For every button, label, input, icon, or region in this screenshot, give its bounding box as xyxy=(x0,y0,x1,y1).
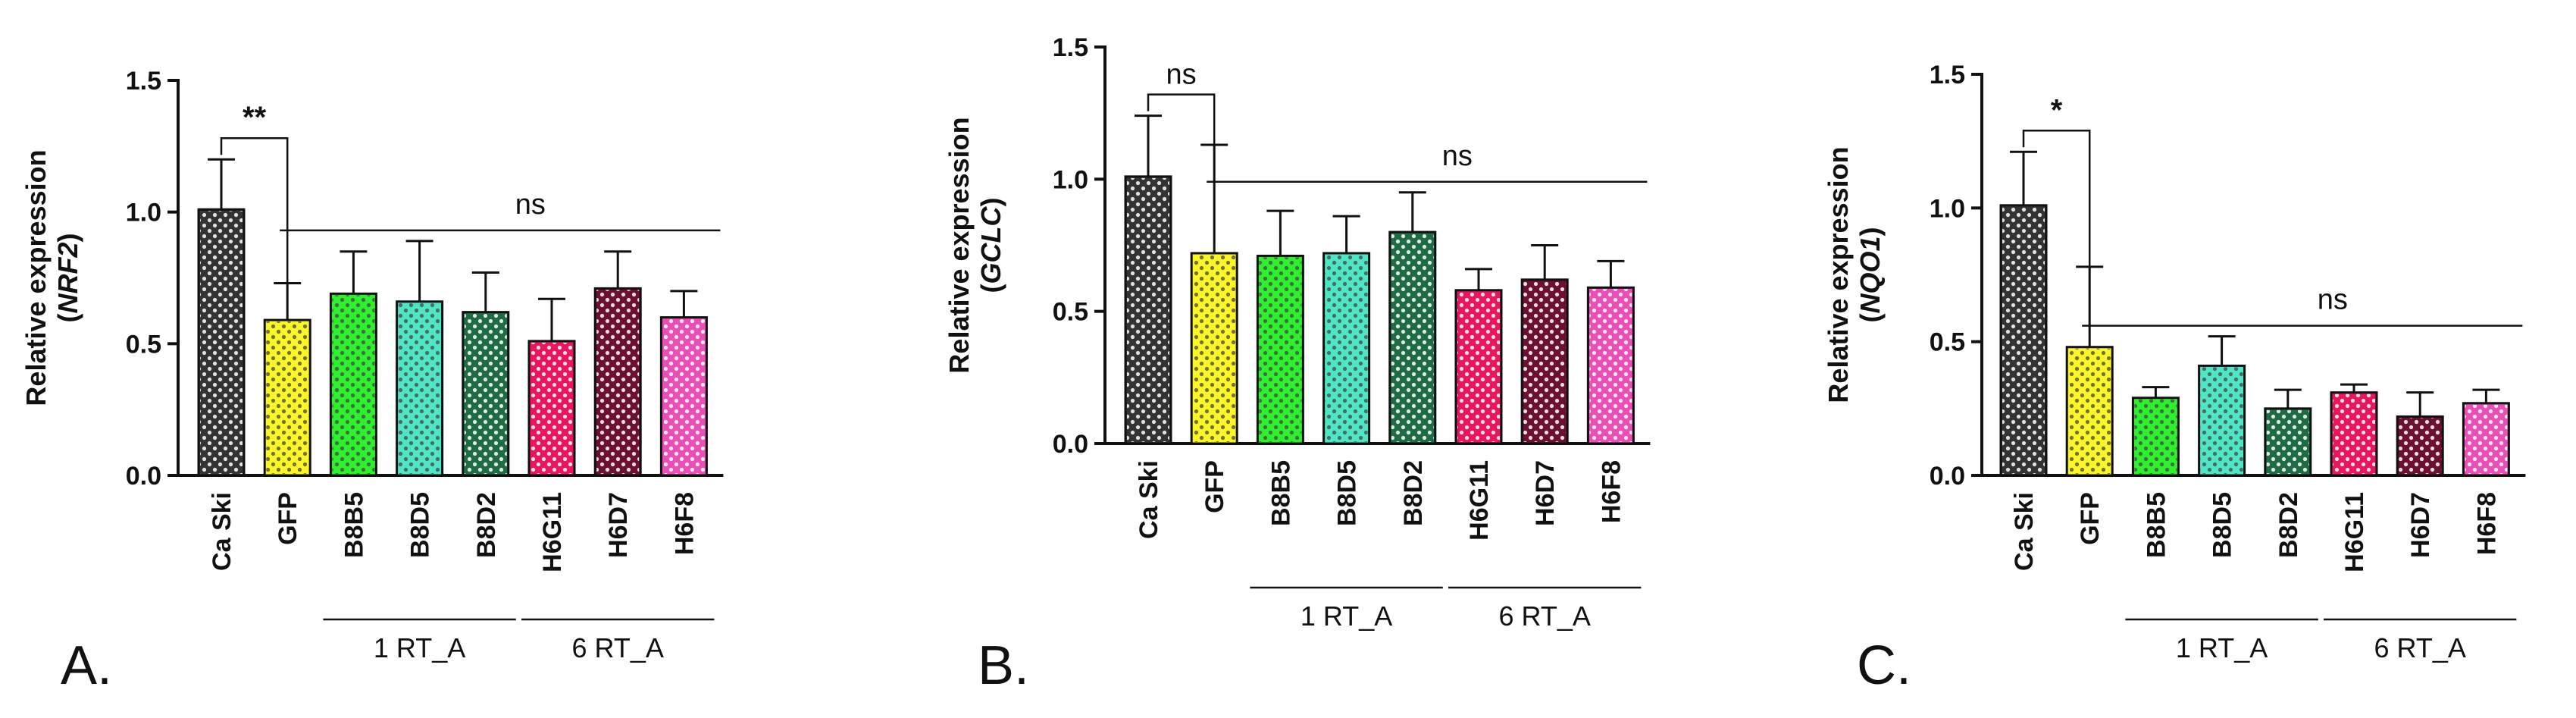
category-label: B8D5 xyxy=(2208,492,2237,558)
category-label: B8B5 xyxy=(340,492,368,558)
category-label: GFP xyxy=(2076,492,2105,545)
category-label: Ca Ski xyxy=(2010,492,2039,571)
bar-dots xyxy=(2068,348,2111,474)
category-label: H6F8 xyxy=(670,492,699,555)
category-label: B8D5 xyxy=(406,492,435,558)
significance-label: * xyxy=(2051,93,2063,127)
y-tick-label: 0.5 xyxy=(1930,328,1965,357)
panel-label: C. xyxy=(1857,635,1911,696)
category-label: H6G11 xyxy=(2340,492,2369,572)
category-label: H6F8 xyxy=(1597,460,1626,523)
panel-a: 0.0 0.5 1.0 1.5 Relative expression (NRF2) Ca … xyxy=(20,67,724,696)
bar-dots xyxy=(1589,289,1632,442)
bar-dots xyxy=(2200,367,2243,474)
y-tick-label: 1.0 xyxy=(1053,165,1088,194)
bar-dots xyxy=(2134,399,2177,474)
y-tick-label: 1.5 xyxy=(1053,33,1088,62)
category-label: B8D2 xyxy=(1399,460,1428,526)
y-tick-label: 0.0 xyxy=(126,462,161,491)
category-label: B8D5 xyxy=(1333,460,1362,526)
bar-dots xyxy=(1127,177,1169,442)
bar-dots xyxy=(2333,393,2375,474)
bar-dots xyxy=(464,313,507,474)
bar-dots xyxy=(531,342,573,474)
category-label: B8B5 xyxy=(1266,460,1295,526)
bar-dots xyxy=(1523,281,1567,442)
y-tick-label: 0.0 xyxy=(1053,430,1088,459)
bar-dots xyxy=(332,295,375,474)
category-label: H6D7 xyxy=(2406,492,2435,558)
significance-label: ** xyxy=(243,101,267,134)
panel-c: 0.0 0.5 1.0 1.5 Relative expression (NQO1) Ca … xyxy=(1823,61,2526,696)
category-label: B8D2 xyxy=(472,492,501,558)
significance-label: ns xyxy=(1166,59,1197,91)
y-axis-gene-label: (GCLC) xyxy=(975,198,1006,293)
bar-dots xyxy=(1391,234,1434,442)
bar-dots xyxy=(1457,291,1500,442)
bar-dots xyxy=(1193,254,1236,442)
significance-label: ns xyxy=(515,189,546,221)
y-axis-label: Relative expression xyxy=(944,117,975,373)
bar-dots xyxy=(200,211,243,474)
y-tick-label: 1.5 xyxy=(1930,61,1965,89)
bar-dots xyxy=(266,321,309,474)
category-label: B8B5 xyxy=(2142,492,2171,558)
significance-bracket xyxy=(220,136,289,307)
category-label: GFP xyxy=(1200,460,1229,513)
panel-label: A. xyxy=(61,635,112,696)
category-label: H6F8 xyxy=(2472,492,2501,555)
y-axis-gene-label: (NQO1) xyxy=(1855,227,1886,322)
y-axis-label: Relative expression xyxy=(1823,146,1854,403)
group-label: 1 RT_A xyxy=(1301,600,1392,632)
y-tick-label: 0.0 xyxy=(1930,462,1965,491)
category-label: H6D7 xyxy=(1531,460,1560,526)
bar-dots xyxy=(1259,257,1302,442)
significance-bracket xyxy=(1147,93,1216,240)
bar-dots xyxy=(2002,206,2045,474)
significance-bracket xyxy=(2022,130,2091,334)
group-label: 6 RT_A xyxy=(571,632,663,663)
bar-dots xyxy=(662,318,706,474)
group-label: 1 RT_A xyxy=(2176,632,2268,663)
y-tick-label: 0.5 xyxy=(1053,298,1088,327)
y-axis-label: Relative expression xyxy=(20,149,52,406)
category-label: H6G11 xyxy=(1465,460,1494,541)
y-axis-gene-label: (NRF2) xyxy=(52,233,83,322)
category-label: Ca Ski xyxy=(208,492,236,571)
panel-b: 0.0 0.5 1.0 1.5 Relative expression (GCLC) Ca … xyxy=(944,33,1651,696)
y-tick-label: 1.0 xyxy=(126,199,161,227)
y-tick-label: 1.5 xyxy=(126,67,161,96)
significance-label: ns xyxy=(1442,140,1473,172)
bar-dots xyxy=(2465,404,2508,474)
significance-label: ns xyxy=(2318,284,2348,316)
bar-dots xyxy=(596,290,640,474)
category-label: B8D2 xyxy=(2274,492,2303,558)
y-tick-label: 1.0 xyxy=(1930,194,1965,223)
group-label: 1 RT_A xyxy=(374,632,465,663)
y-tick-label: 0.5 xyxy=(126,330,161,359)
bar-dots xyxy=(398,303,441,474)
bar-dots xyxy=(1325,254,1368,442)
category-label: H6G11 xyxy=(538,492,567,572)
category-label: Ca Ski xyxy=(1135,460,1163,539)
category-label: H6D7 xyxy=(604,492,633,558)
bar-dots xyxy=(2399,418,2442,474)
group-label: 6 RT_A xyxy=(1498,600,1590,632)
category-label: GFP xyxy=(274,492,302,545)
panel-label: B. xyxy=(978,635,1029,696)
bar-dots xyxy=(2266,409,2309,474)
group-label: 6 RT_A xyxy=(2374,632,2465,663)
